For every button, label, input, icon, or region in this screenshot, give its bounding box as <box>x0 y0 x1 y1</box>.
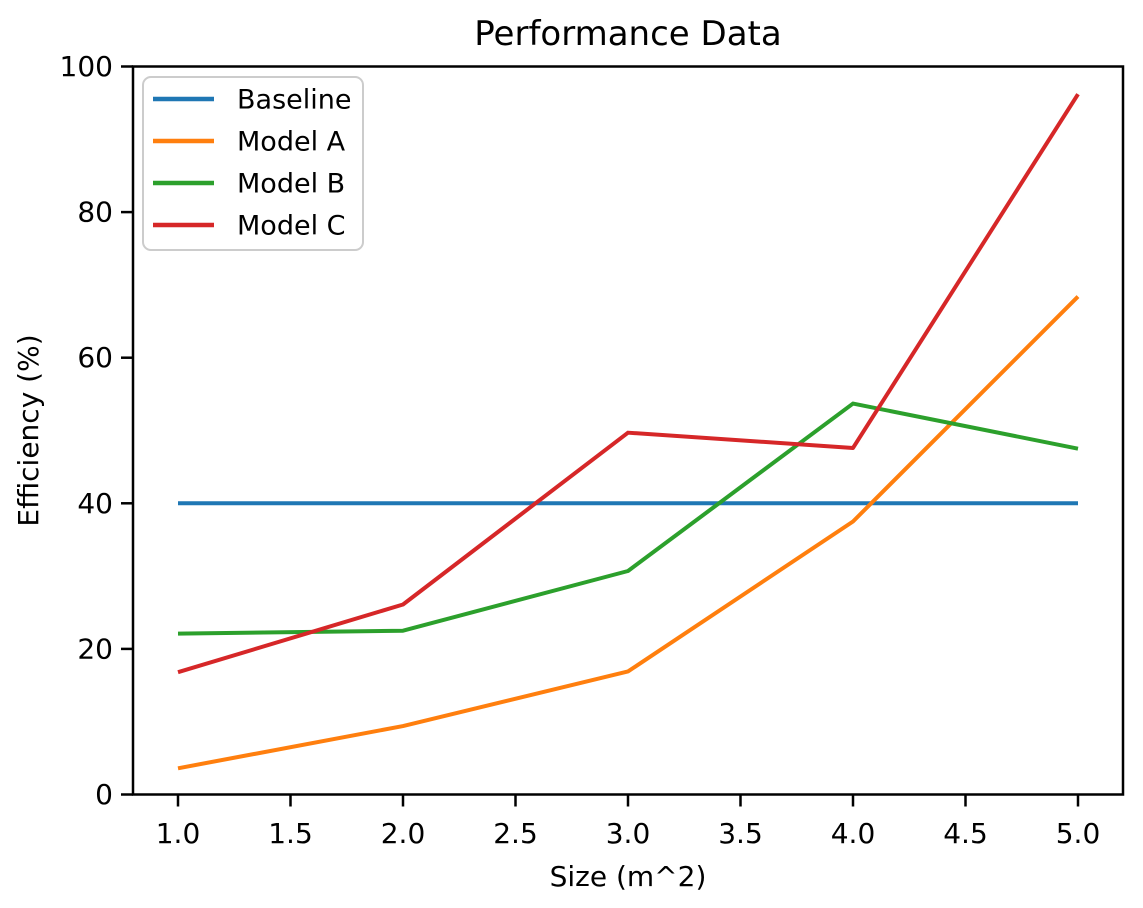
x-tick-label: 5.0 <box>1056 817 1101 850</box>
x-tick-label: 4.5 <box>943 817 988 850</box>
x-tick-label: 3.0 <box>606 817 651 850</box>
x-axis-label: Size (m^2) <box>550 860 707 893</box>
legend-box <box>142 76 364 251</box>
x-axis: 1.0 1.5 2.0 2.5 3.0 3.5 4.0 4.5 5.0 <box>156 794 1101 850</box>
series-lines <box>177 93 1080 771</box>
x-tick-label: 2.5 <box>493 817 538 850</box>
legend-label: Model C <box>237 211 346 242</box>
x-tick-label: 4.0 <box>831 817 876 850</box>
y-axis: 0 20 40 60 80 100 <box>60 50 133 811</box>
x-tick-label: 3.5 <box>718 817 763 850</box>
x-tick-label: 2.0 <box>381 817 426 850</box>
legend-label: Baseline <box>237 85 351 116</box>
legend: Baseline Model A Model B Model C <box>142 76 364 251</box>
y-tick-label: 0 <box>95 778 113 811</box>
x-tick-label: 1.5 <box>268 817 313 850</box>
y-tick-label: 80 <box>77 196 113 229</box>
y-tick-label: 40 <box>77 487 113 520</box>
chart-title: Performance Data <box>474 14 781 54</box>
series-line-model-b <box>177 401 1079 636</box>
x-tick-label: 1.0 <box>156 817 201 850</box>
y-axis-label: Efficiency (%) <box>12 334 45 526</box>
y-tick-label: 60 <box>77 341 113 374</box>
legend-label: Model B <box>237 169 345 200</box>
series-line-model-a <box>177 295 1080 771</box>
legend-label: Model A <box>237 127 346 158</box>
series-line-model-c <box>177 93 1080 675</box>
y-tick-label: 100 <box>60 50 113 83</box>
y-tick-label: 20 <box>77 632 113 665</box>
